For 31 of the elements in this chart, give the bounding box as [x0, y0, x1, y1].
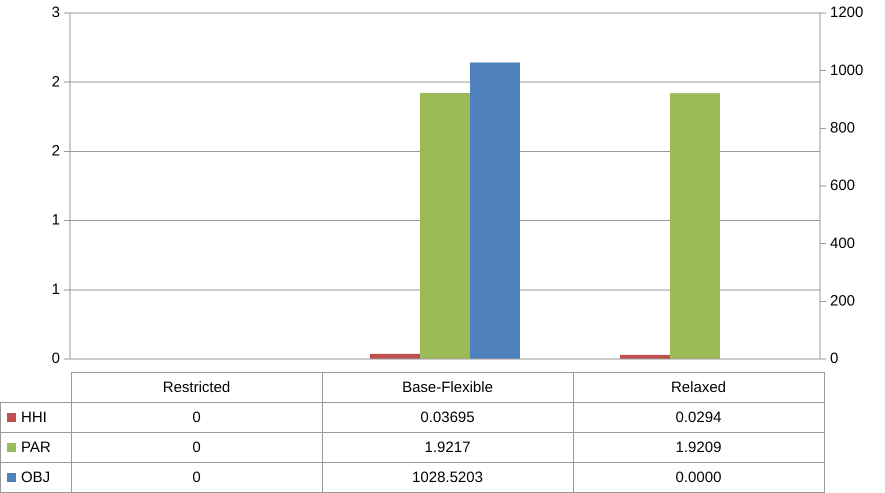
y2-tick-label: 1000: [830, 62, 864, 79]
legend-label: OBJ: [0, 462, 71, 492]
data-label: 0.03695: [322, 402, 573, 432]
y-tick-label: 2: [52, 73, 60, 90]
y2-tick-label: 200: [830, 292, 856, 310]
data-label: 1.9209: [573, 432, 824, 462]
x-tick-label: Base-Flexible: [322, 372, 573, 402]
legend-label: HHI: [0, 402, 71, 432]
y-tick-label: 2: [52, 142, 60, 160]
data-label: 1.9217: [322, 432, 573, 462]
data-label: 0.0294: [573, 402, 824, 432]
y2-tick-label: 1200: [830, 4, 864, 22]
y2-tick-label: 400: [830, 234, 856, 252]
bar: [370, 354, 420, 358]
y-tick-label: 3: [52, 4, 60, 22]
data-label: 0: [71, 462, 322, 492]
y-tick-label: 0: [52, 350, 60, 368]
data-label: 0.0000: [573, 462, 824, 492]
bar: [670, 93, 720, 358]
y-tick-label: 1: [52, 280, 60, 298]
y-tick-label: 1: [52, 212, 60, 229]
y2-tick-label: 600: [830, 177, 856, 194]
x-tick-label: Relaxed: [573, 372, 824, 402]
data-label: 0: [71, 432, 322, 462]
y2-tick-label: 0: [830, 350, 838, 368]
data-label: 1028.5203: [322, 462, 573, 492]
legend-label: PAR: [0, 432, 71, 462]
bar: [620, 354, 670, 358]
x-tick-label: Restricted: [71, 372, 322, 402]
y2-tick-label: 800: [830, 119, 856, 136]
data-label: 0: [71, 402, 322, 432]
